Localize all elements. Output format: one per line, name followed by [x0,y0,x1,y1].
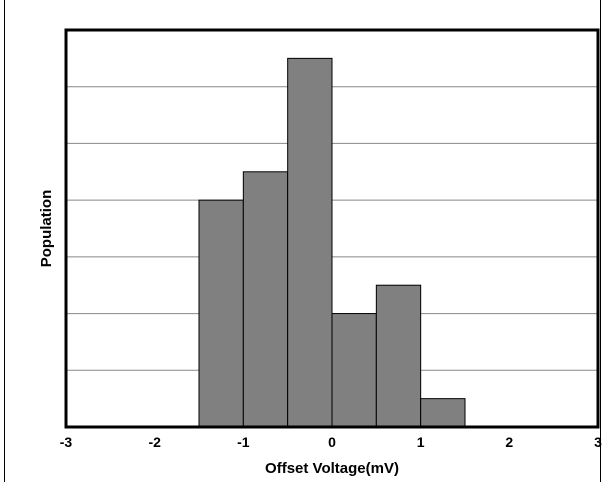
histogram-bar-5 [420,398,466,428]
x-tick-label: 2 [505,434,513,450]
histogram-bar-4 [375,284,422,428]
y-axis-title: Population [38,190,55,268]
histogram-bar-1 [242,171,289,428]
x-tick-label: 3 [594,434,602,450]
x-tick-label: -3 [60,434,73,450]
x-tick-label: -2 [148,434,161,450]
histogram-bar-2 [287,57,333,428]
x-tick-label: 0 [328,434,336,450]
histogram-bar-0 [198,199,244,428]
x-axis-ticks: -3 -2 -1 0 1 2 3 [60,434,602,450]
histogram-bars [198,57,466,428]
x-tick-label: 1 [417,434,425,450]
figure-frame [4,0,601,482]
x-tick-label: -1 [237,434,250,450]
plot-area-border [64,28,600,429]
x-axis-title: Offset Voltage(mV) [265,460,399,477]
histogram-bar-3 [331,313,377,428]
